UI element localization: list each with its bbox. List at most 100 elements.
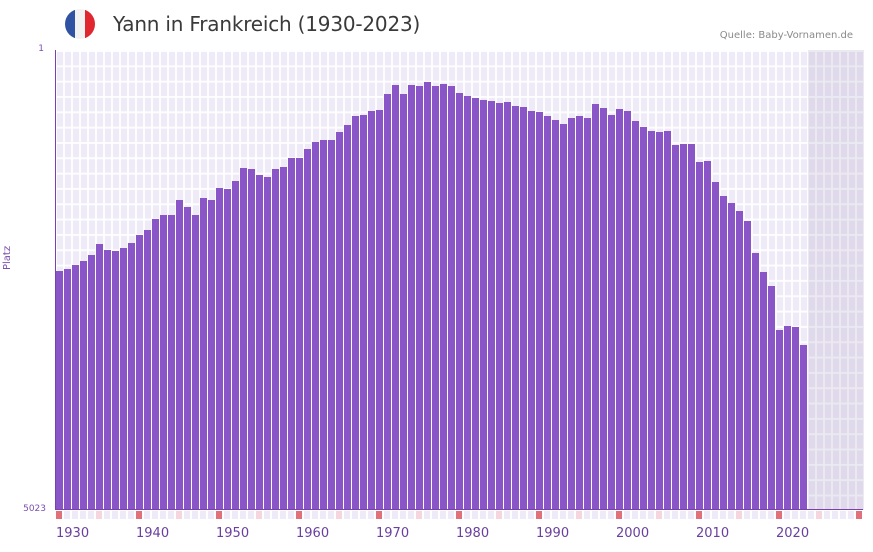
- bar-1996: [584, 118, 591, 510]
- year-tick-1952: [232, 511, 238, 519]
- year-tick-1956: [264, 511, 270, 519]
- chart-title: Yann in Frankreich (1930-2023): [113, 12, 421, 36]
- bar-2009: [688, 144, 695, 510]
- year-tick-1959: [288, 511, 294, 519]
- year-tick-1988: [520, 511, 526, 519]
- bar-1992: [552, 120, 559, 510]
- year-tick-2016: [744, 511, 750, 519]
- year-tick-2023: [800, 511, 806, 519]
- bar-series: [56, 50, 863, 510]
- bar-2011: [704, 161, 711, 510]
- year-tick-1983: [480, 511, 486, 519]
- bar-1936: [104, 250, 111, 510]
- year-tick-2010: [696, 511, 702, 519]
- year-tick-1992: [552, 511, 558, 519]
- year-tick-1989: [528, 511, 534, 519]
- bar-2008: [680, 144, 687, 510]
- bar-1938: [120, 248, 127, 510]
- year-tick-1960: [296, 511, 302, 519]
- year-tick-1967: [352, 511, 358, 519]
- bar-1998: [600, 108, 607, 510]
- bar-1943: [160, 215, 167, 510]
- bar-1952: [232, 181, 239, 510]
- year-tick-1984: [488, 511, 494, 519]
- bar-1961: [304, 149, 311, 510]
- bar-1989: [528, 111, 535, 510]
- year-tick-1994: [568, 511, 574, 519]
- x-tick-label-1980: 1980: [456, 526, 490, 541]
- bar-1964: [328, 140, 335, 510]
- year-tick-1950: [216, 511, 222, 519]
- year-tick-1961: [304, 511, 310, 519]
- bar-1946: [184, 207, 191, 510]
- bar-2022: [792, 327, 799, 510]
- bar-1951: [224, 189, 231, 510]
- year-tick-2019: [768, 511, 774, 519]
- year-tick-1944: [168, 511, 174, 519]
- bar-1967: [352, 116, 359, 510]
- bar-2002: [632, 121, 639, 510]
- bar-1960: [296, 158, 303, 510]
- year-tick-1955: [256, 511, 262, 519]
- year-tick-2024: [808, 511, 814, 519]
- bar-2019: [768, 286, 775, 510]
- bar-2013: [720, 196, 727, 510]
- year-tick-1969: [368, 511, 374, 519]
- year-tick-1972: [392, 511, 398, 519]
- bar-2017: [752, 253, 759, 510]
- year-tick-1931: [64, 511, 70, 519]
- bar-1955: [256, 175, 263, 510]
- year-tick-1982: [472, 511, 478, 519]
- bar-1976: [424, 82, 431, 510]
- bar-1963: [320, 140, 327, 510]
- bar-1942: [152, 219, 159, 510]
- bar-2018: [760, 272, 767, 510]
- bar-2005: [656, 132, 663, 510]
- bar-2001: [624, 111, 631, 510]
- year-tick-2008: [680, 511, 686, 519]
- bar-1982: [472, 98, 479, 510]
- bar-1934: [88, 255, 95, 510]
- year-tick-1954: [248, 511, 254, 519]
- year-tick-1935: [96, 511, 102, 519]
- bar-1984: [488, 101, 495, 510]
- bar-1970: [376, 110, 383, 510]
- year-tick-1998: [600, 511, 606, 519]
- bar-1937: [112, 251, 119, 510]
- flag-white: [75, 9, 85, 39]
- year-tick-2005: [656, 511, 662, 519]
- x-tick-label-1950: 1950: [216, 526, 250, 541]
- bar-2004: [648, 131, 655, 510]
- year-tick-1993: [560, 511, 566, 519]
- year-tick-1947: [192, 511, 198, 519]
- year-tick-1936: [104, 511, 110, 519]
- bar-1974: [408, 85, 415, 510]
- year-tick-2020: [776, 511, 782, 519]
- bar-1949: [208, 200, 215, 510]
- year-tick-2028: [840, 511, 846, 519]
- bar-2012: [712, 182, 719, 510]
- bar-1956: [264, 177, 271, 510]
- year-tick-1949: [208, 511, 214, 519]
- bar-2014: [728, 203, 735, 510]
- year-tick-1965: [336, 511, 342, 519]
- bar-1991: [544, 116, 551, 510]
- bar-2000: [616, 109, 623, 510]
- bar-1957: [272, 169, 279, 510]
- year-tick-1939: [128, 511, 134, 519]
- year-tick-2003: [640, 511, 646, 519]
- x-axis-labels: 1930 1940 1950 1960 1970 1980 1990 2000 2010 2020: [56, 526, 864, 546]
- year-tick-1946: [184, 511, 190, 519]
- year-tick-1932: [72, 511, 78, 519]
- x-tick-label-1930: 1930: [56, 526, 90, 541]
- year-tick-1943: [160, 511, 166, 519]
- bar-1959: [288, 158, 295, 510]
- year-tick-1973: [400, 511, 406, 519]
- year-tick-1997: [592, 511, 598, 519]
- bar-1962: [312, 142, 319, 510]
- bar-1940: [136, 235, 143, 510]
- year-tick-1987: [512, 511, 518, 519]
- year-tick-1975: [416, 511, 422, 519]
- bar-1969: [368, 111, 375, 510]
- year-tick-2017: [752, 511, 758, 519]
